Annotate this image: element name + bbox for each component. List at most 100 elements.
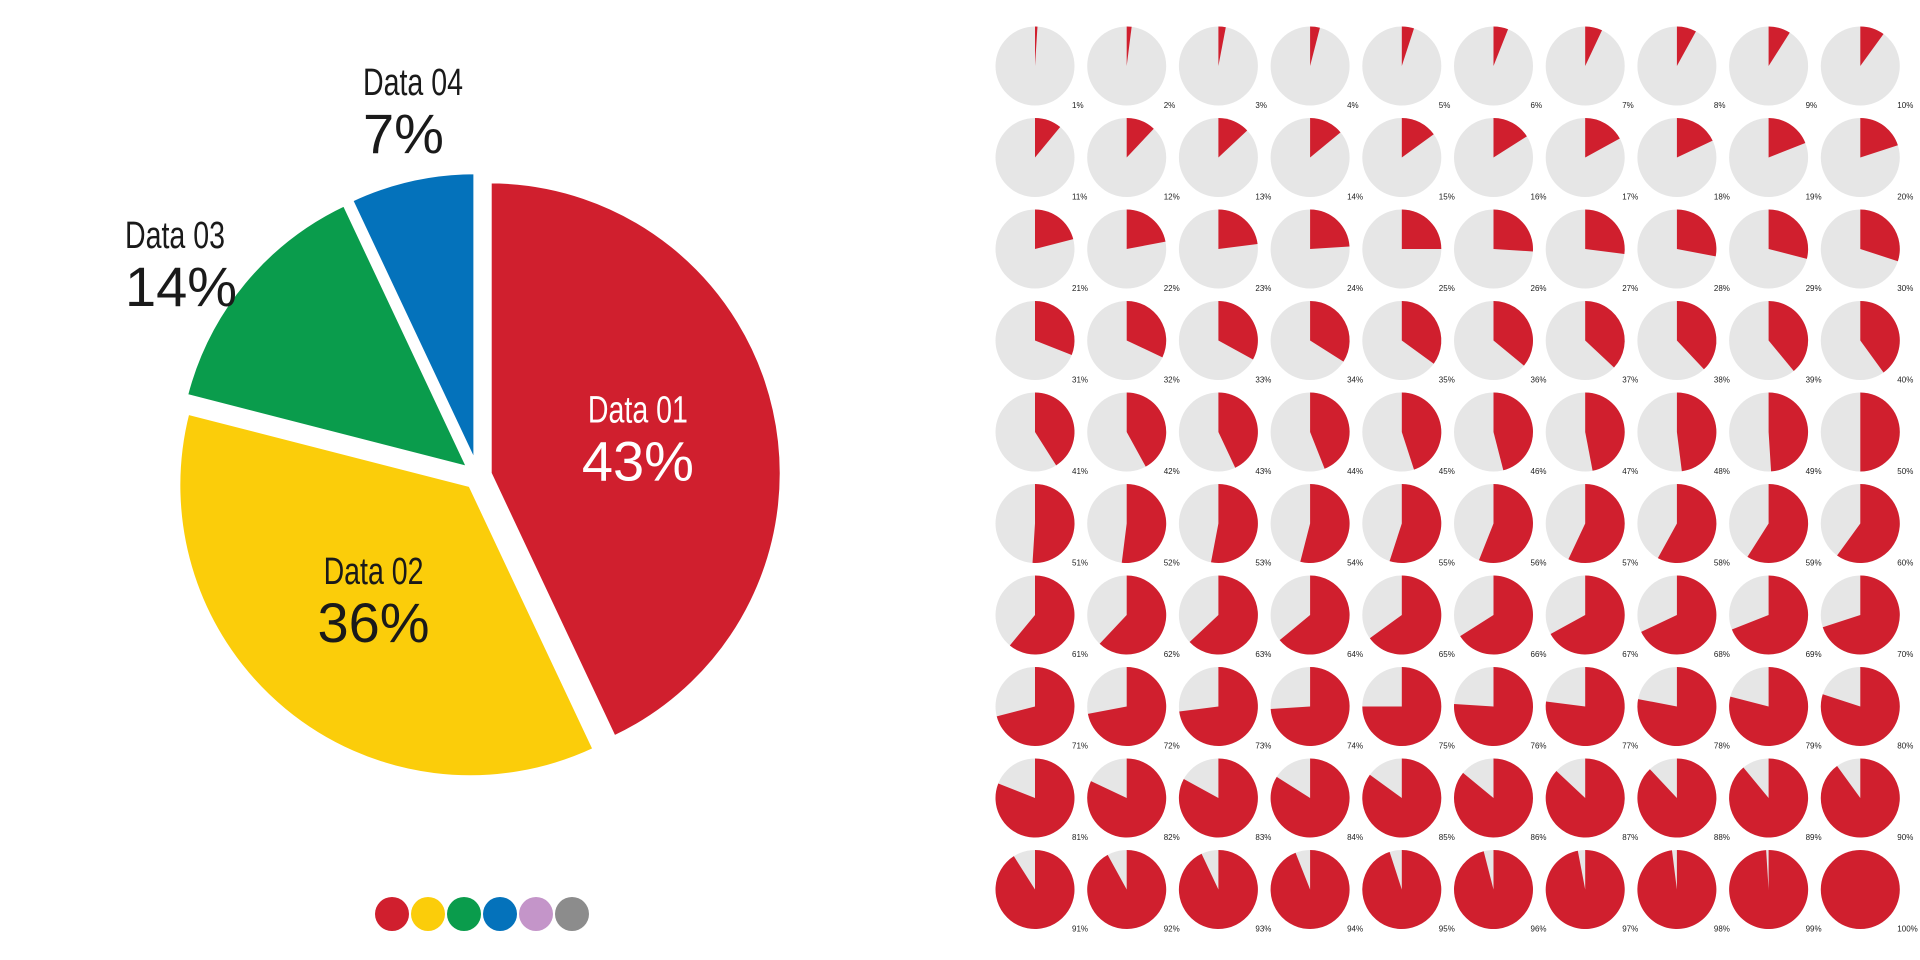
percent-pie-fill — [1747, 484, 1809, 563]
percent-pie-fill — [1270, 850, 1350, 929]
percent-pie-fill — [1860, 26, 1884, 66]
percent-pie-fill — [1637, 850, 1717, 929]
percent-pie-label: 40% — [1897, 376, 1913, 385]
percent-pie: 40% — [1820, 301, 1913, 385]
percent-pie-fill — [1310, 118, 1341, 158]
percent-pie-label: 86% — [1531, 833, 1547, 842]
percent-pie-label: 100% — [1897, 925, 1917, 934]
percent-pie-fill — [1768, 209, 1809, 259]
percent-pie-label: 21% — [1072, 284, 1088, 293]
percent-pie: 73% — [1178, 667, 1271, 751]
percent-pie-label: 46% — [1531, 467, 1547, 476]
percent-pie: 34% — [1270, 301, 1363, 385]
percent-pie-fill — [1035, 26, 1038, 66]
percent-pie-fill — [1035, 209, 1074, 249]
percent-pie-fill — [1493, 209, 1533, 252]
percent-pie: 67% — [1545, 575, 1638, 659]
percent-pie-label: 20% — [1897, 193, 1913, 202]
percent-pie: 98% — [1637, 850, 1730, 934]
percent-pie-label: 56% — [1531, 559, 1547, 568]
percent-pie-fill — [1550, 575, 1625, 655]
percent-pie-fill — [1585, 209, 1625, 254]
percent-pie: 78% — [1637, 667, 1730, 751]
percent-pie-fill — [1401, 209, 1442, 249]
percent-pie-label: 94% — [1347, 925, 1363, 934]
percent-pie-label: 38% — [1714, 376, 1730, 385]
percent-pie-label: 54% — [1347, 559, 1363, 568]
percent-pie: 9% — [1729, 26, 1817, 110]
percent-pie-fill — [1009, 575, 1075, 655]
percent-pie-fill — [1211, 484, 1258, 563]
percent-pie: 57% — [1545, 484, 1638, 568]
percent-pie-fill — [1585, 301, 1625, 368]
percent-pie-label: 35% — [1439, 376, 1455, 385]
percent-pie-label: 78% — [1714, 742, 1730, 751]
percent-pie: 7% — [1545, 26, 1634, 110]
percent-pie-label: 50% — [1897, 467, 1913, 476]
percent-pie: 23% — [1178, 209, 1271, 293]
percent-pie: 55% — [1362, 484, 1455, 568]
percent-pie-fill — [1768, 118, 1806, 158]
percent-pie: 100% — [1820, 850, 1918, 934]
color-swatch — [447, 897, 481, 931]
percent-pie-label: 66% — [1531, 650, 1547, 659]
color-swatch — [519, 897, 553, 931]
percent-pie: 21% — [995, 209, 1088, 293]
percent-pie-label: 49% — [1806, 467, 1822, 476]
percent-pie-label: 52% — [1164, 559, 1180, 568]
percentage-pie-grid: 1% 2% 3% 4% 5% 6% 7% 8% 9% 10% 11% 12% 13% 14% 15% 16% 1… — [995, 26, 1918, 934]
percent-pie-fill — [1179, 667, 1258, 746]
percent-pie-fill — [1300, 484, 1350, 563]
percent-pie-fill — [1568, 484, 1625, 563]
percent-pie: 66% — [1454, 575, 1547, 659]
percent-pie-label: 22% — [1164, 284, 1180, 293]
percent-pie-fill — [1126, 301, 1167, 358]
percent-pie: 54% — [1270, 484, 1363, 568]
percent-pie-label: 71% — [1072, 742, 1088, 751]
percent-pie: 32% — [1087, 301, 1180, 385]
percent-pie: 50% — [1820, 392, 1913, 476]
percent-pie: 47% — [1545, 392, 1638, 476]
percent-pie: 53% — [1178, 484, 1271, 568]
percent-pie-label: 83% — [1255, 833, 1271, 842]
percent-pie: 90% — [1820, 758, 1913, 842]
percent-pie-label: 53% — [1255, 559, 1271, 568]
percent-pie: 85% — [1362, 758, 1455, 842]
percent-pie-label: 32% — [1164, 376, 1180, 385]
percent-pie-label: 25% — [1439, 284, 1455, 293]
percent-pie-label: 69% — [1806, 650, 1822, 659]
percent-pie-label: 24% — [1347, 284, 1363, 293]
percent-pie-fill — [1822, 575, 1900, 655]
percent-pie-fill — [1310, 209, 1350, 249]
percent-pie-fill — [1401, 26, 1415, 66]
percent-pie-label: 65% — [1439, 650, 1455, 659]
percent-pie: 56% — [1454, 484, 1547, 568]
percent-pie: 35% — [1362, 301, 1455, 385]
percent-pie: 46% — [1454, 392, 1547, 476]
percent-pie-fill — [1362, 850, 1442, 930]
percent-pie-fill — [1035, 118, 1061, 158]
percent-pie: 45% — [1362, 392, 1455, 476]
percent-pie-fill — [1270, 667, 1350, 746]
percent-pie: 12% — [1087, 118, 1180, 202]
percent-pie-fill — [1218, 301, 1258, 360]
percent-pie-label: 34% — [1347, 376, 1363, 385]
percent-pie-fill — [1087, 758, 1167, 838]
percent-pie-fill — [1768, 26, 1790, 66]
percent-pie-label: 80% — [1897, 742, 1913, 751]
percent-pie-fill — [1310, 26, 1320, 66]
percent-pie-label: 27% — [1622, 284, 1638, 293]
percent-pie: 52% — [1087, 484, 1180, 568]
percent-pie-label: 70% — [1897, 650, 1913, 659]
percent-pie-fill — [1126, 209, 1166, 249]
percent-pie-label: 14% — [1347, 193, 1363, 202]
percent-pie: 51% — [995, 483, 1088, 568]
pie-label-data-01: Data 01 — [588, 389, 688, 431]
percent-pie-fill — [995, 758, 1075, 838]
percent-pie-fill — [1676, 392, 1717, 472]
percent-pie-fill — [1478, 484, 1533, 564]
percent-pie-label: 60% — [1897, 559, 1913, 568]
percent-pie-fill — [1545, 758, 1625, 838]
percent-pie-fill — [996, 667, 1075, 746]
percent-pie-fill — [1676, 209, 1717, 257]
